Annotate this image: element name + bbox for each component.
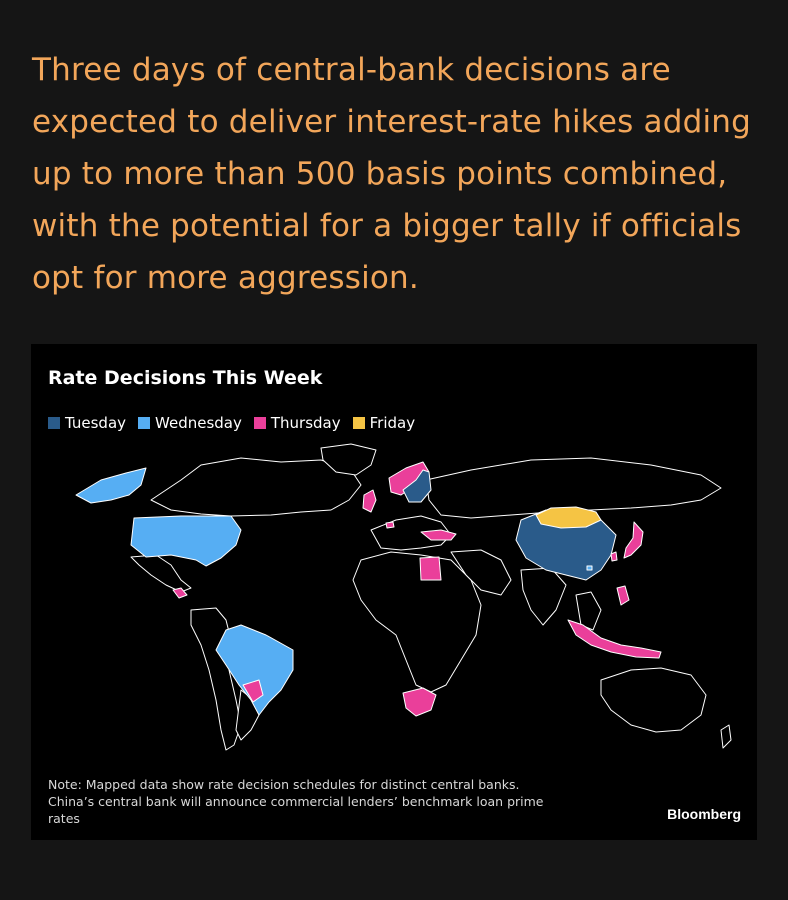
- south-africa: [402, 687, 437, 717]
- footnote-line: Note: Mapped data show rate decision sch…: [48, 777, 520, 792]
- mongolia: [535, 506, 602, 529]
- alaska: [75, 467, 147, 504]
- australia: [600, 667, 707, 733]
- legend-swatch: [253, 417, 266, 429]
- headline: Three days of central-bank decisions are…: [32, 44, 762, 304]
- indonesia: [567, 619, 662, 659]
- united-kingdom: [362, 489, 377, 513]
- legend-label: Thursday: [270, 414, 341, 432]
- greenland: [320, 443, 377, 476]
- brazil: [215, 624, 294, 716]
- legend-swatch: [352, 417, 365, 429]
- footnote: Note: Mapped data show rate decision sch…: [48, 776, 608, 827]
- africa: [352, 551, 482, 693]
- middle-east: [450, 549, 512, 596]
- paraguay: [242, 679, 264, 703]
- legend-item-wednesday: Wednesday: [138, 414, 242, 432]
- map-card: Rate Decisions This Week Tuesday Wednesd…: [31, 344, 757, 840]
- headline-line: up to more than 500 basis points combine…: [32, 156, 728, 192]
- legend-swatch: [48, 417, 60, 429]
- legend-item-tuesday: Tuesday: [48, 414, 126, 432]
- turkey: [420, 529, 457, 541]
- world-map: [75, 443, 732, 751]
- southeast-asia: [575, 591, 602, 631]
- hong-kong: [586, 565, 593, 571]
- india: [520, 567, 567, 626]
- legend-label: Friday: [369, 414, 416, 432]
- headline-line: opt for more aggression.: [32, 260, 419, 296]
- legend-swatch: [138, 417, 151, 429]
- headline-line: Three days of central-bank decisions are: [32, 52, 671, 88]
- philippines: [616, 585, 630, 606]
- legend-item-friday: Friday: [352, 414, 416, 432]
- sweden: [402, 469, 432, 503]
- legend-label: Tuesday: [65, 414, 127, 432]
- egypt: [419, 556, 442, 581]
- mexico: [130, 554, 192, 593]
- japan: [623, 521, 644, 559]
- canada: [150, 457, 362, 517]
- taiwan: [610, 551, 618, 562]
- new-zealand: [720, 724, 732, 749]
- central-america: [172, 587, 188, 599]
- headline-line: with the potential for a bigger tally if…: [32, 208, 742, 244]
- bloomberg-logo: Bloomberg: [667, 806, 741, 822]
- united-states: [130, 515, 242, 567]
- footnote-line: China’s central bank will announce comme…: [48, 794, 544, 809]
- card-title: Rate Decisions This Week: [48, 367, 323, 389]
- legend-label: Wednesday: [155, 414, 242, 432]
- legend-item-thursday: Thursday: [253, 414, 341, 432]
- russia: [425, 457, 722, 519]
- legend: Tuesday Wednesday Thursday Friday: [48, 414, 415, 432]
- headline-line: expected to deliver interest-rate hikes …: [32, 104, 752, 140]
- switzerland: [385, 521, 395, 529]
- footnote-line: rates: [48, 811, 80, 826]
